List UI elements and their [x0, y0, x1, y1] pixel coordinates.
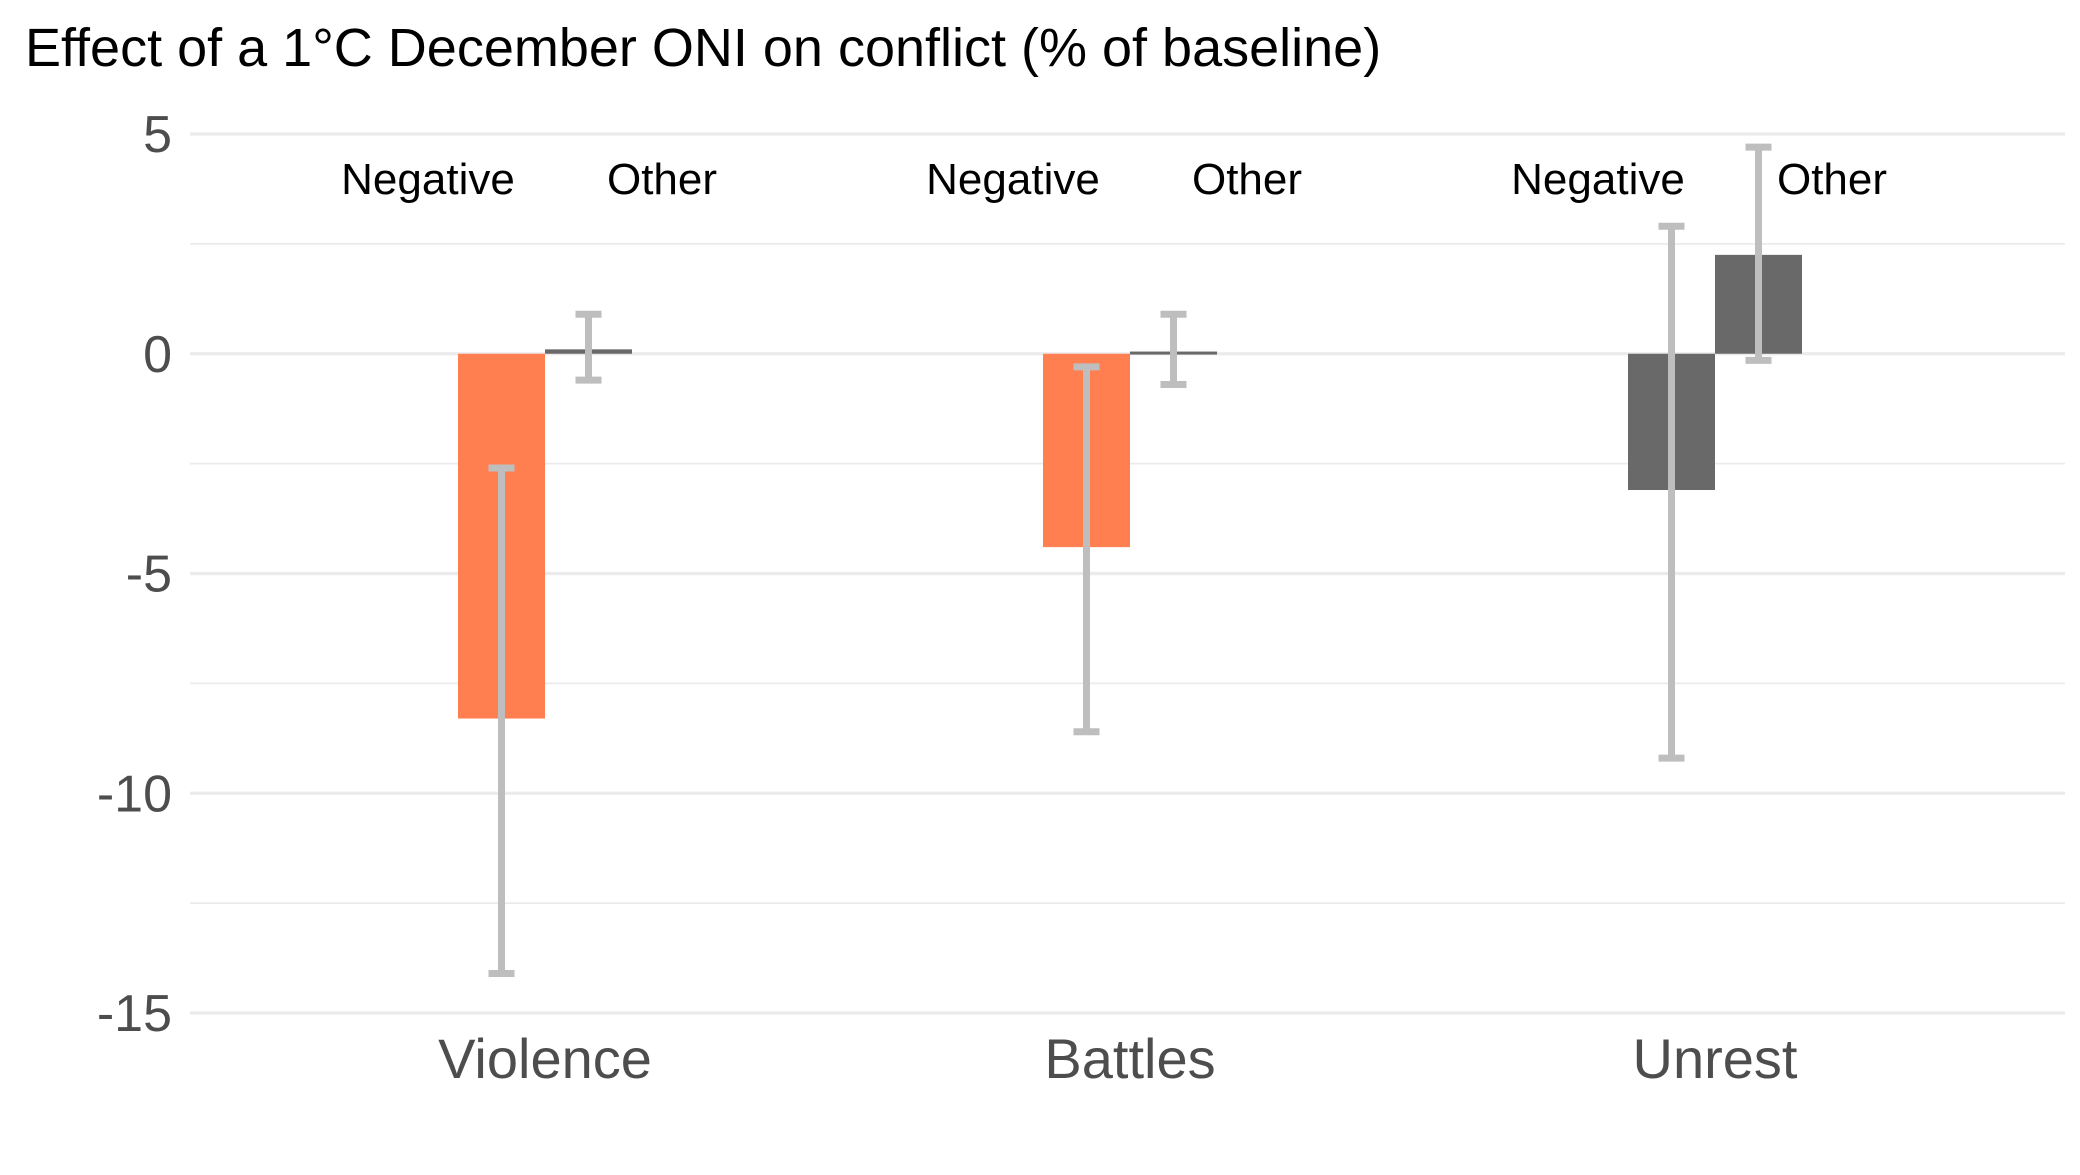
subgroup-label-battles-negative: Negative — [926, 155, 1100, 204]
subgroup-label-battles-other: Other — [1192, 155, 1302, 204]
subgroup-label-unrest-other: Other — [1777, 155, 1887, 204]
error-bar-violence-other — [575, 310, 602, 384]
error-bar-violence-negative — [488, 464, 515, 977]
error-bar-unrest-other — [1745, 143, 1772, 364]
y-tick-label: 0 — [143, 326, 172, 384]
subgroup-label-violence-negative: Negative — [341, 155, 515, 204]
error-bars — [488, 143, 1772, 977]
x-tick-label-battles: Battles — [1044, 1027, 1215, 1090]
subgroup-label-unrest-negative: Negative — [1511, 155, 1685, 204]
chart-title: Effect of a 1°C December ONI on conflict… — [25, 18, 1381, 78]
x-tick-label-unrest: Unrest — [1633, 1027, 1798, 1090]
bars — [458, 254, 1802, 719]
subgroup-labels: Negative Other Negative Other Negative Other — [341, 155, 1887, 204]
x-tick-label-violence: Violence — [438, 1027, 652, 1090]
error-bar-battles-other — [1160, 310, 1187, 389]
y-tick-label: 5 — [143, 106, 172, 164]
y-tick-label: -15 — [97, 985, 172, 1043]
subgroup-label-violence-other: Other — [607, 155, 717, 204]
x-axis-ticks: Violence Battles Unrest — [438, 1027, 1798, 1090]
y-tick-label: -5 — [126, 546, 172, 604]
error-bar-battles-negative — [1073, 363, 1100, 736]
error-bar-unrest-negative — [1658, 222, 1685, 762]
y-axis-ticks: 5 0 -5 -10 -15 — [97, 106, 172, 1043]
y-tick-label: -10 — [97, 765, 172, 823]
